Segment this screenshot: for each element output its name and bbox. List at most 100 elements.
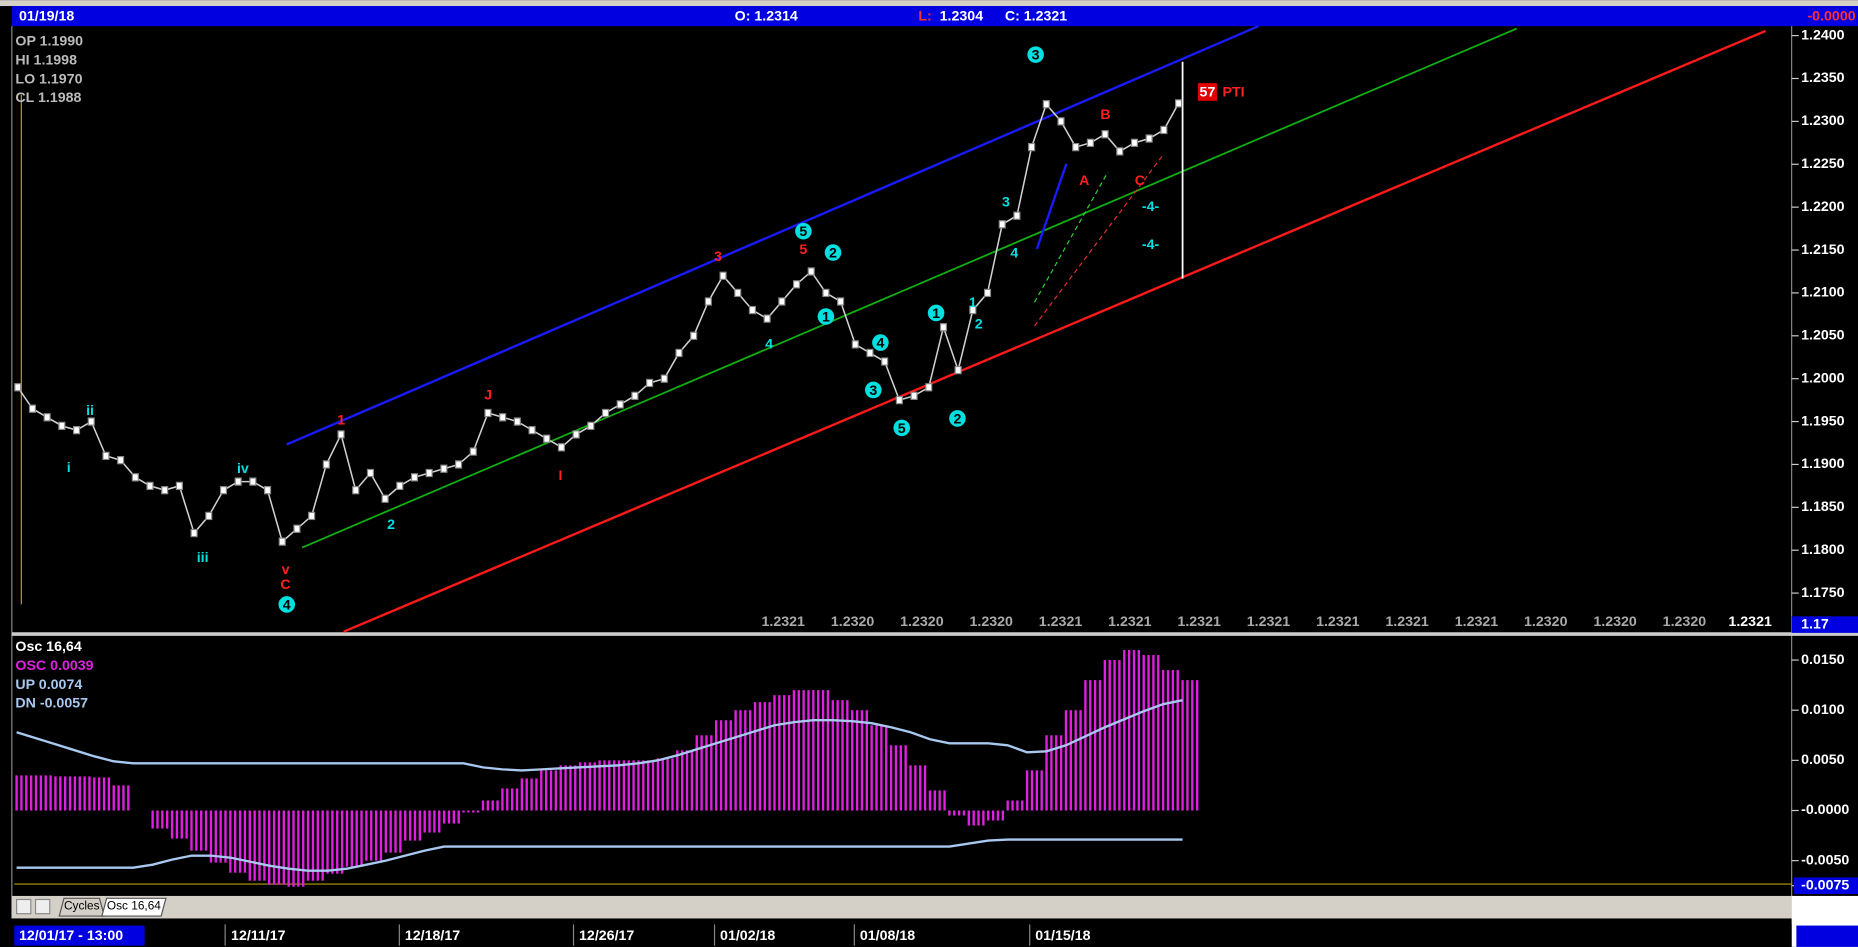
pti-count: 57 xyxy=(1200,84,1216,100)
osc-bar xyxy=(700,735,703,811)
wave-label: A xyxy=(1079,173,1089,189)
osc-bar xyxy=(1191,680,1194,811)
osc-bar xyxy=(370,810,373,861)
osc-bar xyxy=(564,765,567,811)
scroll-left[interactable] xyxy=(15,898,32,915)
osc-bar xyxy=(389,810,392,853)
osc-bar xyxy=(943,790,946,811)
osc-bar xyxy=(214,810,217,863)
osc-bar xyxy=(467,810,470,813)
osc-bar xyxy=(112,785,115,811)
osc-bar xyxy=(996,810,1000,821)
osc-bar xyxy=(170,810,174,839)
osc-bar xyxy=(938,790,941,811)
y-tick-label: 1.1900 xyxy=(1801,456,1845,472)
osc-bar xyxy=(1069,710,1073,811)
wave-label: B xyxy=(1100,107,1110,123)
osc-bar xyxy=(97,777,101,811)
osc-bar xyxy=(695,735,698,811)
osc-bar xyxy=(593,762,596,811)
osc-bar xyxy=(1113,660,1116,811)
osc-bar xyxy=(661,758,664,811)
date-label: 12/26/17 xyxy=(579,928,634,944)
price-candle xyxy=(1013,211,1021,220)
osc-bar xyxy=(1118,660,1121,811)
osc-bar xyxy=(394,810,397,853)
price-candle xyxy=(1174,99,1183,108)
osc-bar xyxy=(676,750,679,811)
toolbar-close: C: 1.2321 xyxy=(1005,8,1067,24)
osc-bar xyxy=(234,810,237,873)
osc-bar xyxy=(642,760,645,811)
price-candle xyxy=(1072,142,1080,152)
osc-bar xyxy=(195,810,198,851)
osc-legend: OSC 0.0039 xyxy=(15,658,93,674)
price-candle xyxy=(807,267,815,276)
ohlc-legend: OP 1.1990 xyxy=(15,33,83,49)
tab-label[interactable]: Osc 16,64 xyxy=(107,899,161,913)
wave-circle xyxy=(949,410,966,427)
osc-bar xyxy=(29,775,33,811)
price-candle xyxy=(87,417,95,426)
osc-bar xyxy=(127,785,130,811)
price-candle xyxy=(455,460,463,469)
tab[interactable] xyxy=(58,897,106,917)
osc-bar xyxy=(1123,650,1126,811)
osc-bar xyxy=(83,776,86,811)
tab-bar xyxy=(11,895,1792,919)
osc-bar xyxy=(447,810,451,824)
wave-label: PTI xyxy=(1222,84,1244,100)
osc-bar xyxy=(306,810,310,881)
osc-bar xyxy=(1093,680,1097,811)
osc-bar xyxy=(919,765,922,811)
osc-bar xyxy=(865,710,868,811)
osc-legend: DN -0.0057 xyxy=(15,696,88,712)
osc-bar xyxy=(340,810,344,874)
tab-active[interactable] xyxy=(101,897,167,917)
osc-bar xyxy=(957,810,961,816)
y-tick-label: 0.0150 xyxy=(1801,652,1845,668)
osc-bar xyxy=(462,810,465,813)
osc-bar xyxy=(899,745,902,811)
osc-bar xyxy=(525,778,528,811)
osc-bar xyxy=(238,810,242,873)
osc-bar xyxy=(442,810,446,824)
price-candle xyxy=(646,378,654,388)
osc-bar xyxy=(773,695,776,811)
osc-bar xyxy=(1021,800,1024,811)
osc-bar xyxy=(1079,710,1082,811)
osc-bar xyxy=(875,725,878,811)
osc-bar xyxy=(399,810,402,853)
price-candle xyxy=(1057,117,1065,126)
osc-bar xyxy=(248,810,251,881)
wave-circle xyxy=(824,244,842,261)
price-candle xyxy=(43,413,51,422)
price-candle xyxy=(1028,142,1036,152)
osc-bar xyxy=(972,810,975,826)
price-row-value: 1.2320 xyxy=(1663,614,1707,630)
price-candle xyxy=(484,408,492,418)
osc-bar xyxy=(797,690,800,811)
price-candle xyxy=(131,473,139,482)
price-candle xyxy=(469,447,477,456)
price-row-value: 1.2321 xyxy=(1039,614,1083,630)
osc-bar xyxy=(1161,670,1165,811)
osc-bar xyxy=(1137,650,1141,811)
wave-circle-label: 2 xyxy=(953,411,961,427)
scroll-right[interactable] xyxy=(34,898,51,915)
price-candle xyxy=(778,297,786,306)
osc-bar xyxy=(263,810,266,881)
osc-bar xyxy=(666,758,669,811)
osc-bar xyxy=(1103,660,1107,811)
y-tick-label: -0.0000 xyxy=(1801,802,1849,818)
osc-bar xyxy=(948,810,951,816)
price-candle xyxy=(102,451,110,461)
wave-circle xyxy=(865,381,882,399)
osc-bar xyxy=(384,810,388,853)
osc-bar xyxy=(787,695,791,811)
wave-label: v xyxy=(282,562,290,578)
wave-label: -4- xyxy=(1142,199,1160,215)
osc-bar xyxy=(1064,710,1068,811)
osc-bar xyxy=(185,810,188,839)
tab-label[interactable]: Cycles xyxy=(64,899,100,913)
